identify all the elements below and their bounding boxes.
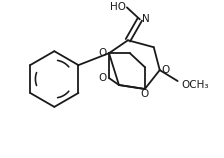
Text: O: O <box>141 89 149 99</box>
Text: O: O <box>99 48 107 58</box>
Text: O: O <box>162 65 170 75</box>
Text: HO: HO <box>110 2 126 12</box>
Text: O: O <box>99 73 107 83</box>
Text: N: N <box>142 14 150 24</box>
Text: OCH₃: OCH₃ <box>182 80 209 90</box>
